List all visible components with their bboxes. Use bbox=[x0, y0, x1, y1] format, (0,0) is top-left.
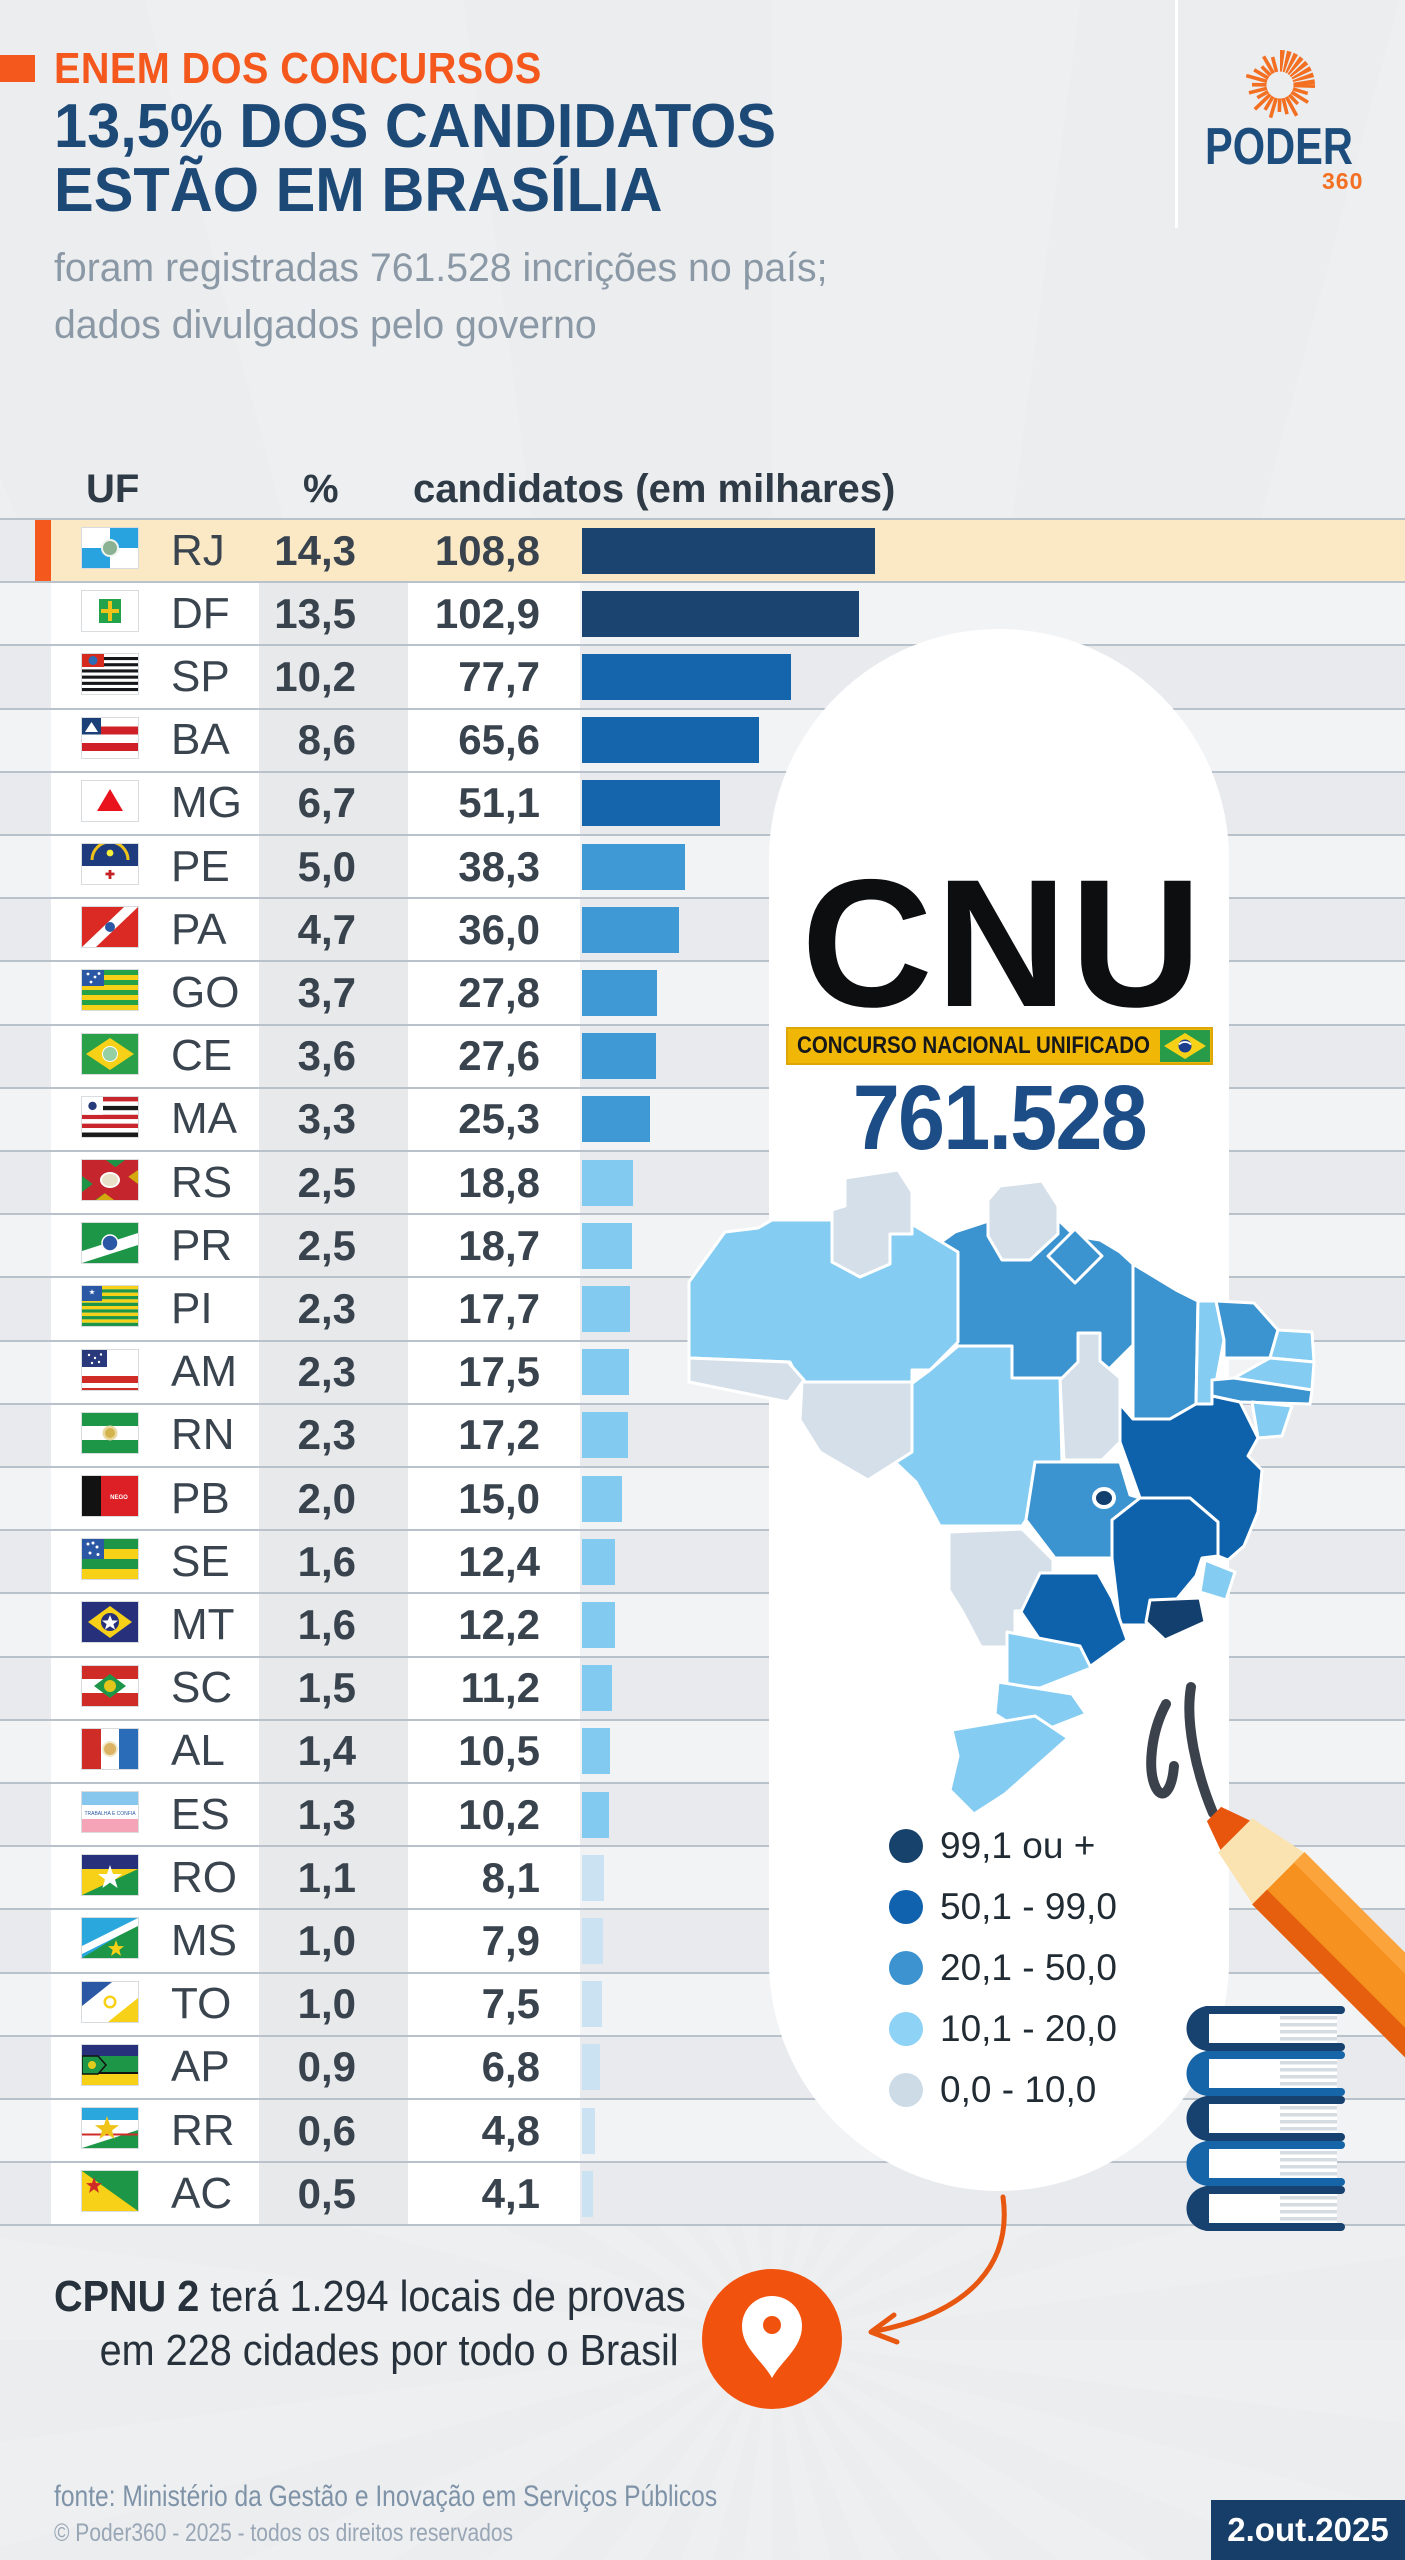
svg-text:TRABALHA E CONFIA: TRABALHA E CONFIA bbox=[84, 1811, 136, 1817]
svg-text:NEGO: NEGO bbox=[110, 1495, 128, 1501]
